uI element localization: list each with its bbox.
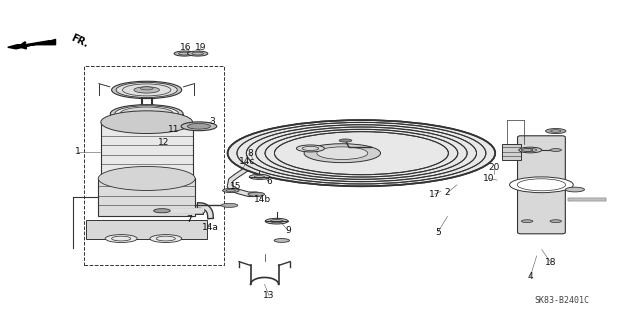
Text: 5: 5 — [435, 228, 441, 237]
Ellipse shape — [154, 209, 170, 213]
Ellipse shape — [221, 203, 238, 207]
Text: 14b: 14b — [254, 195, 271, 204]
Text: 19: 19 — [195, 43, 207, 52]
Text: 16: 16 — [180, 43, 192, 52]
Polygon shape — [8, 39, 56, 49]
Text: SK83-B2401C: SK83-B2401C — [534, 296, 589, 305]
Ellipse shape — [550, 149, 561, 152]
Text: 11: 11 — [168, 125, 179, 134]
Ellipse shape — [248, 192, 264, 196]
Ellipse shape — [274, 239, 289, 242]
Text: 9: 9 — [285, 226, 291, 235]
Ellipse shape — [140, 87, 153, 90]
Text: 13: 13 — [263, 291, 275, 300]
FancyBboxPatch shape — [502, 144, 521, 160]
Text: 12: 12 — [158, 137, 170, 147]
Ellipse shape — [99, 167, 195, 190]
Ellipse shape — [249, 174, 269, 179]
Text: 3: 3 — [209, 117, 214, 126]
Text: 10: 10 — [483, 174, 495, 183]
Ellipse shape — [339, 139, 352, 142]
Ellipse shape — [188, 51, 208, 56]
FancyBboxPatch shape — [99, 178, 195, 216]
Ellipse shape — [110, 113, 183, 130]
Ellipse shape — [304, 144, 381, 163]
Text: 20: 20 — [488, 163, 500, 172]
Text: 6: 6 — [266, 177, 272, 186]
Text: 1: 1 — [75, 147, 81, 156]
Text: 4: 4 — [527, 272, 533, 281]
Ellipse shape — [317, 147, 368, 160]
Ellipse shape — [181, 122, 217, 131]
Ellipse shape — [296, 145, 324, 152]
Text: 8: 8 — [247, 149, 253, 158]
Ellipse shape — [223, 189, 239, 193]
Ellipse shape — [105, 234, 137, 242]
FancyBboxPatch shape — [100, 122, 193, 178]
Text: FR.: FR. — [70, 33, 90, 49]
FancyBboxPatch shape — [518, 136, 565, 234]
Ellipse shape — [110, 105, 183, 122]
Ellipse shape — [188, 123, 211, 129]
Ellipse shape — [545, 129, 566, 134]
Ellipse shape — [116, 82, 177, 98]
Text: 17: 17 — [429, 190, 440, 199]
Ellipse shape — [265, 218, 288, 224]
Ellipse shape — [120, 115, 173, 128]
Ellipse shape — [522, 149, 533, 152]
Text: 7: 7 — [186, 215, 192, 224]
Ellipse shape — [565, 187, 584, 192]
Text: 14c: 14c — [239, 157, 255, 166]
Text: 14a: 14a — [202, 223, 219, 232]
Text: 15: 15 — [230, 182, 242, 191]
Text: 2: 2 — [445, 188, 451, 197]
Ellipse shape — [522, 220, 533, 223]
Ellipse shape — [100, 167, 193, 190]
Text: 18: 18 — [545, 258, 556, 267]
FancyBboxPatch shape — [86, 219, 207, 239]
Ellipse shape — [519, 147, 541, 153]
Ellipse shape — [228, 120, 495, 186]
Ellipse shape — [174, 51, 195, 56]
Ellipse shape — [134, 87, 159, 93]
Ellipse shape — [120, 107, 173, 120]
Ellipse shape — [150, 234, 182, 242]
Ellipse shape — [550, 220, 561, 223]
Ellipse shape — [509, 177, 573, 193]
Ellipse shape — [111, 81, 182, 99]
Ellipse shape — [100, 111, 193, 134]
Ellipse shape — [115, 106, 179, 122]
